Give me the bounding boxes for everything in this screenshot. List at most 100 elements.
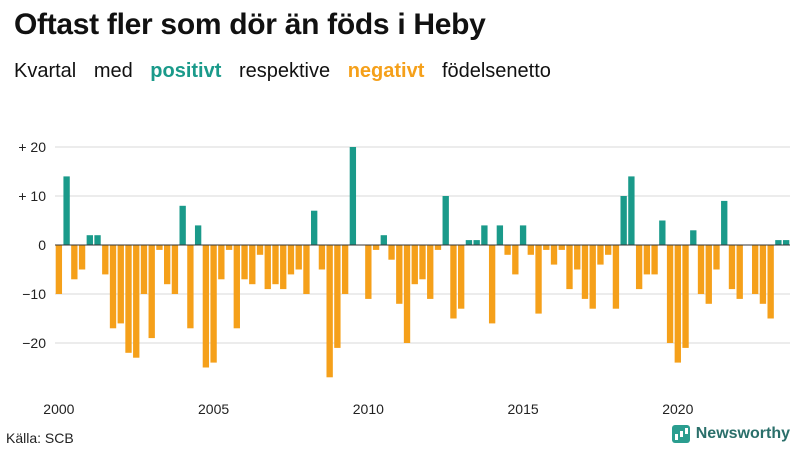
x-tick-label: 2005: [198, 401, 229, 417]
bar: [249, 245, 256, 285]
bar: [581, 245, 589, 299]
bar: [674, 245, 681, 363]
bar: [148, 245, 155, 339]
bar: [140, 245, 148, 294]
bar: [465, 240, 473, 245]
bar: [752, 245, 759, 294]
bar: [187, 245, 194, 329]
bar: [605, 245, 612, 255]
bar: [109, 245, 117, 329]
subtitle-text-4: födelsenetto: [441, 60, 551, 82]
bar: [264, 245, 271, 290]
bar: [543, 245, 550, 250]
bar: [202, 245, 210, 368]
bar: [210, 245, 217, 363]
bar: [63, 176, 70, 245]
bar: [179, 205, 186, 245]
bar: [349, 147, 357, 245]
bar: [241, 245, 248, 280]
bar: [759, 245, 767, 304]
bar: [713, 245, 720, 270]
y-tick-label: −20: [22, 335, 46, 351]
bar: [86, 235, 93, 245]
y-tick-label: −10: [22, 286, 46, 302]
subtitle-text-1: Kvartal: [14, 60, 77, 82]
bar: [504, 245, 511, 255]
bar: [496, 225, 504, 245]
bar: [427, 245, 434, 299]
bar: [311, 210, 318, 245]
bar: [473, 240, 480, 245]
bar: [697, 245, 705, 294]
bar: [233, 245, 240, 329]
bar: [318, 245, 326, 270]
x-tick-label: 2010: [353, 401, 384, 417]
bar: [450, 245, 457, 319]
brand-logo: Newsworthy: [671, 425, 790, 443]
bar: [164, 245, 171, 285]
y-tick-label: + 10: [18, 188, 46, 204]
bar: [194, 225, 202, 245]
bar: [550, 245, 558, 265]
chart-title: Oftast fler som dör än föds i Heby: [14, 8, 486, 41]
brand-name: Newsworthy: [695, 425, 790, 442]
bar: [78, 245, 86, 270]
bar: [782, 240, 790, 245]
bar: [388, 245, 395, 260]
bar: [527, 245, 534, 255]
bar: [125, 245, 132, 353]
y-tick-label: + 20: [18, 139, 46, 155]
bar: [721, 200, 728, 245]
x-tick-label: 2015: [508, 401, 539, 417]
bar: [225, 245, 233, 250]
bar: [574, 245, 581, 270]
bar: [434, 245, 442, 250]
bar: [612, 245, 620, 309]
bar: [481, 225, 488, 245]
chart-logo-icon: [671, 425, 690, 443]
bar: [303, 245, 310, 294]
subtitle-positive-word: positivt: [150, 60, 222, 82]
bar: [55, 245, 63, 294]
bar: [659, 220, 666, 245]
bar: [682, 245, 689, 348]
bar: [133, 245, 140, 358]
bar: [256, 245, 264, 255]
bar: [628, 176, 635, 245]
bar: [295, 245, 302, 270]
bar: [156, 245, 163, 250]
bar: [651, 245, 658, 275]
bar: [589, 245, 596, 309]
bar: [102, 245, 109, 275]
bar: [728, 245, 736, 290]
bar: [403, 245, 411, 343]
x-tick-label: 2000: [43, 401, 74, 417]
bar: [117, 245, 124, 324]
bar: [512, 245, 519, 275]
bar: [566, 245, 573, 290]
subtitle-negative-word: negativt: [347, 60, 425, 82]
x-tick-label: 2020: [662, 401, 693, 417]
bar: [458, 245, 465, 309]
bar: [442, 196, 449, 245]
bar: [597, 245, 604, 265]
subtitle-text-3: respektive: [238, 60, 331, 82]
bar: [666, 245, 674, 343]
bar: [643, 245, 651, 275]
bar: [690, 230, 697, 245]
bar: [411, 245, 418, 285]
subtitle-text-2: med: [93, 60, 133, 82]
bar: [287, 245, 295, 275]
bar: [488, 245, 496, 324]
bar: [171, 245, 179, 294]
bar: [380, 235, 387, 245]
bar: [419, 245, 426, 280]
bar: [635, 245, 643, 290]
source-note: Källa: SCB: [6, 430, 74, 446]
bar: [775, 240, 782, 245]
bar: [705, 245, 712, 304]
bar: [365, 245, 372, 299]
bar: [535, 245, 542, 314]
bar: [280, 245, 287, 290]
bar: [736, 245, 743, 299]
